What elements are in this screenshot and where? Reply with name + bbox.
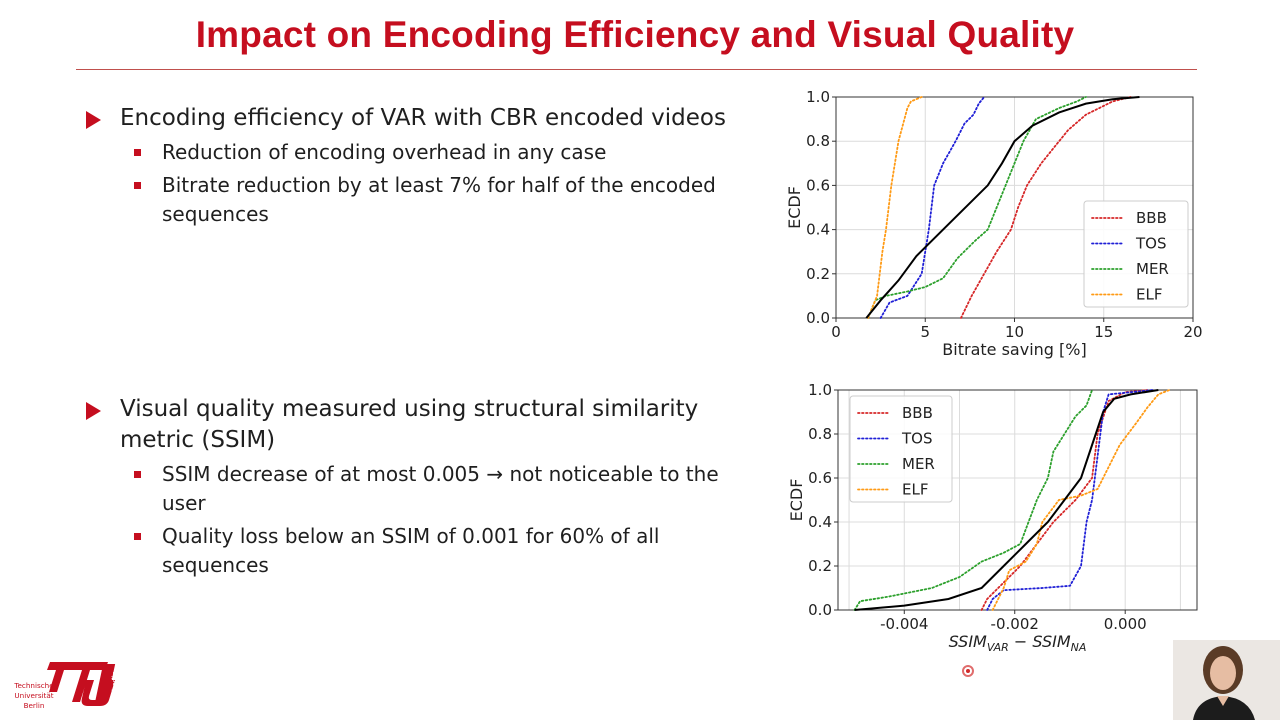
y-tick-label: 1.0	[806, 88, 830, 106]
x-axis-label-sub: NA	[1071, 641, 1087, 654]
x-tick-label: 5	[920, 323, 930, 341]
plot-frame	[837, 389, 1198, 611]
square-bullet-icon	[134, 182, 141, 189]
series-line-tos	[879, 96, 986, 319]
y-tick-label: 0.0	[808, 601, 832, 619]
series-line-elf	[991, 389, 1171, 611]
x-tick-label: -0.002	[991, 615, 1039, 633]
y-axis-label: ECDF	[787, 479, 806, 522]
x-tick-label: 0.000	[1104, 615, 1147, 633]
x-axis-label-main: SSIM	[949, 632, 987, 651]
bullet-heading: Visual quality measured using structural…	[86, 394, 766, 456]
y-tick-label: 0.6	[808, 469, 832, 487]
presenter-webcam	[1173, 640, 1280, 720]
sub-bullet-text: Reduction of encoding overhead in any ca…	[162, 140, 607, 164]
y-tick-label: 0.2	[808, 557, 832, 575]
square-bullet-icon	[134, 471, 141, 478]
sub-bullet: SSIM decrease of at most 0.005 → not not…	[86, 460, 766, 518]
triangle-bullet-icon	[86, 402, 101, 420]
bullet-heading-text: Encoding efficiency of VAR with CBR enco…	[120, 105, 726, 131]
logo-line1: Technische	[13, 681, 54, 690]
bullet-section-quality: Visual quality measured using structural…	[86, 394, 766, 580]
series-line-overall	[865, 96, 1140, 319]
legend-label: BBB	[902, 404, 933, 422]
x-axis-label-sub: VAR	[987, 641, 1009, 654]
ssim-ecdf-svg: -0.004 -0.002 0.000 0.0 0.2 0.4 0.6 0.8 1.0 ECDF S…	[787, 381, 1198, 654]
slide-title: Impact on Encoding Efficiency and Visual…	[195, 14, 1075, 55]
logo-line2: Universität	[14, 691, 53, 700]
y-tick-label: 0.0	[806, 309, 830, 327]
y-tick-label: 0.4	[806, 221, 830, 239]
y-tick-label: 0.2	[806, 265, 830, 283]
series-line-bbb	[960, 96, 1132, 319]
square-bullet-icon	[134, 533, 141, 540]
x-tick-label: 20	[1183, 323, 1202, 341]
sub-bullet-text: Bitrate reduction by at least 7% for hal…	[162, 173, 716, 226]
tu-berlin-logo: berlin Technische Universität Berlin	[12, 660, 122, 716]
triangle-bullet-icon	[86, 111, 101, 129]
series-line-mer	[867, 96, 1087, 319]
bitrate-ecdf-svg: 0 5 10 15 20 0.0 0.2 0.4 0.6 0.8 1.0 ECDF Bitrate sa…	[785, 88, 1203, 359]
legend-label: MER	[902, 455, 935, 473]
x-tick-label: 0	[831, 323, 841, 341]
sub-bullet: Bitrate reduction by at least 7% for hal…	[86, 171, 766, 229]
legend-label: MER	[1136, 260, 1169, 278]
series-line-bbb	[980, 389, 1149, 611]
sub-bullet-text: Quality loss below an SSIM of 0.001 for …	[162, 524, 660, 577]
series-line-overall	[854, 389, 1159, 611]
legend-label: ELF	[902, 481, 928, 499]
sub-bullet: Reduction of encoding overhead in any ca…	[86, 138, 766, 167]
square-bullet-icon	[134, 149, 141, 156]
x-axis-label: SSIMVAR − SSIMNA	[949, 632, 1087, 654]
y-tick-label: 0.8	[806, 132, 830, 150]
presenter-silhouette-icon	[1173, 640, 1280, 720]
legend-label: TOS	[1135, 235, 1167, 253]
logo-line3: Berlin	[24, 701, 45, 710]
pointer-cursor-icon	[962, 665, 974, 677]
legend-label: ELF	[1136, 286, 1162, 304]
sub-bullet: Quality loss below an SSIM of 0.001 for …	[86, 522, 766, 580]
logo-side-text: berlin	[111, 671, 119, 691]
y-axis-label: ECDF	[785, 186, 804, 229]
bullet-section-encoding: Encoding efficiency of VAR with CBR enco…	[86, 103, 766, 229]
legend-box	[1083, 200, 1189, 308]
y-tick-label: 0.8	[808, 425, 832, 443]
x-tick-label: 10	[1005, 323, 1024, 341]
x-axis-label-mid: − SSIM	[1009, 632, 1071, 651]
legend-box	[849, 395, 953, 503]
ssim-ecdf-chart: -0.004 -0.002 0.000 0.0 0.2 0.4 0.6 0.8 1.0 ECDF S…	[780, 378, 1210, 658]
x-tick-label: 15	[1094, 323, 1113, 341]
sub-bullet-text: SSIM decrease of at most 0.005 → not not…	[162, 462, 719, 515]
y-tick-label: 0.4	[808, 513, 832, 531]
legend-label: TOS	[901, 430, 933, 448]
x-tick-label: -0.004	[880, 615, 928, 633]
bullet-heading: Encoding efficiency of VAR with CBR enco…	[86, 103, 766, 134]
y-tick-label: 1.0	[808, 381, 832, 399]
title-divider	[76, 69, 1197, 70]
bitrate-ecdf-chart: 0 5 10 15 20 0.0 0.2 0.4 0.6 0.8 1.0 ECDF Bitrate sa…	[780, 86, 1210, 361]
x-axis-label: Bitrate saving [%]	[942, 340, 1086, 359]
tu-berlin-logo-icon: berlin Technische Universität Berlin	[13, 662, 119, 710]
bullet-heading-text: Visual quality measured using structural…	[120, 396, 699, 453]
legend-label: BBB	[1136, 209, 1167, 227]
y-tick-label: 0.6	[806, 176, 830, 194]
series-line-mer	[853, 389, 1093, 611]
series-line-elf	[867, 96, 923, 319]
